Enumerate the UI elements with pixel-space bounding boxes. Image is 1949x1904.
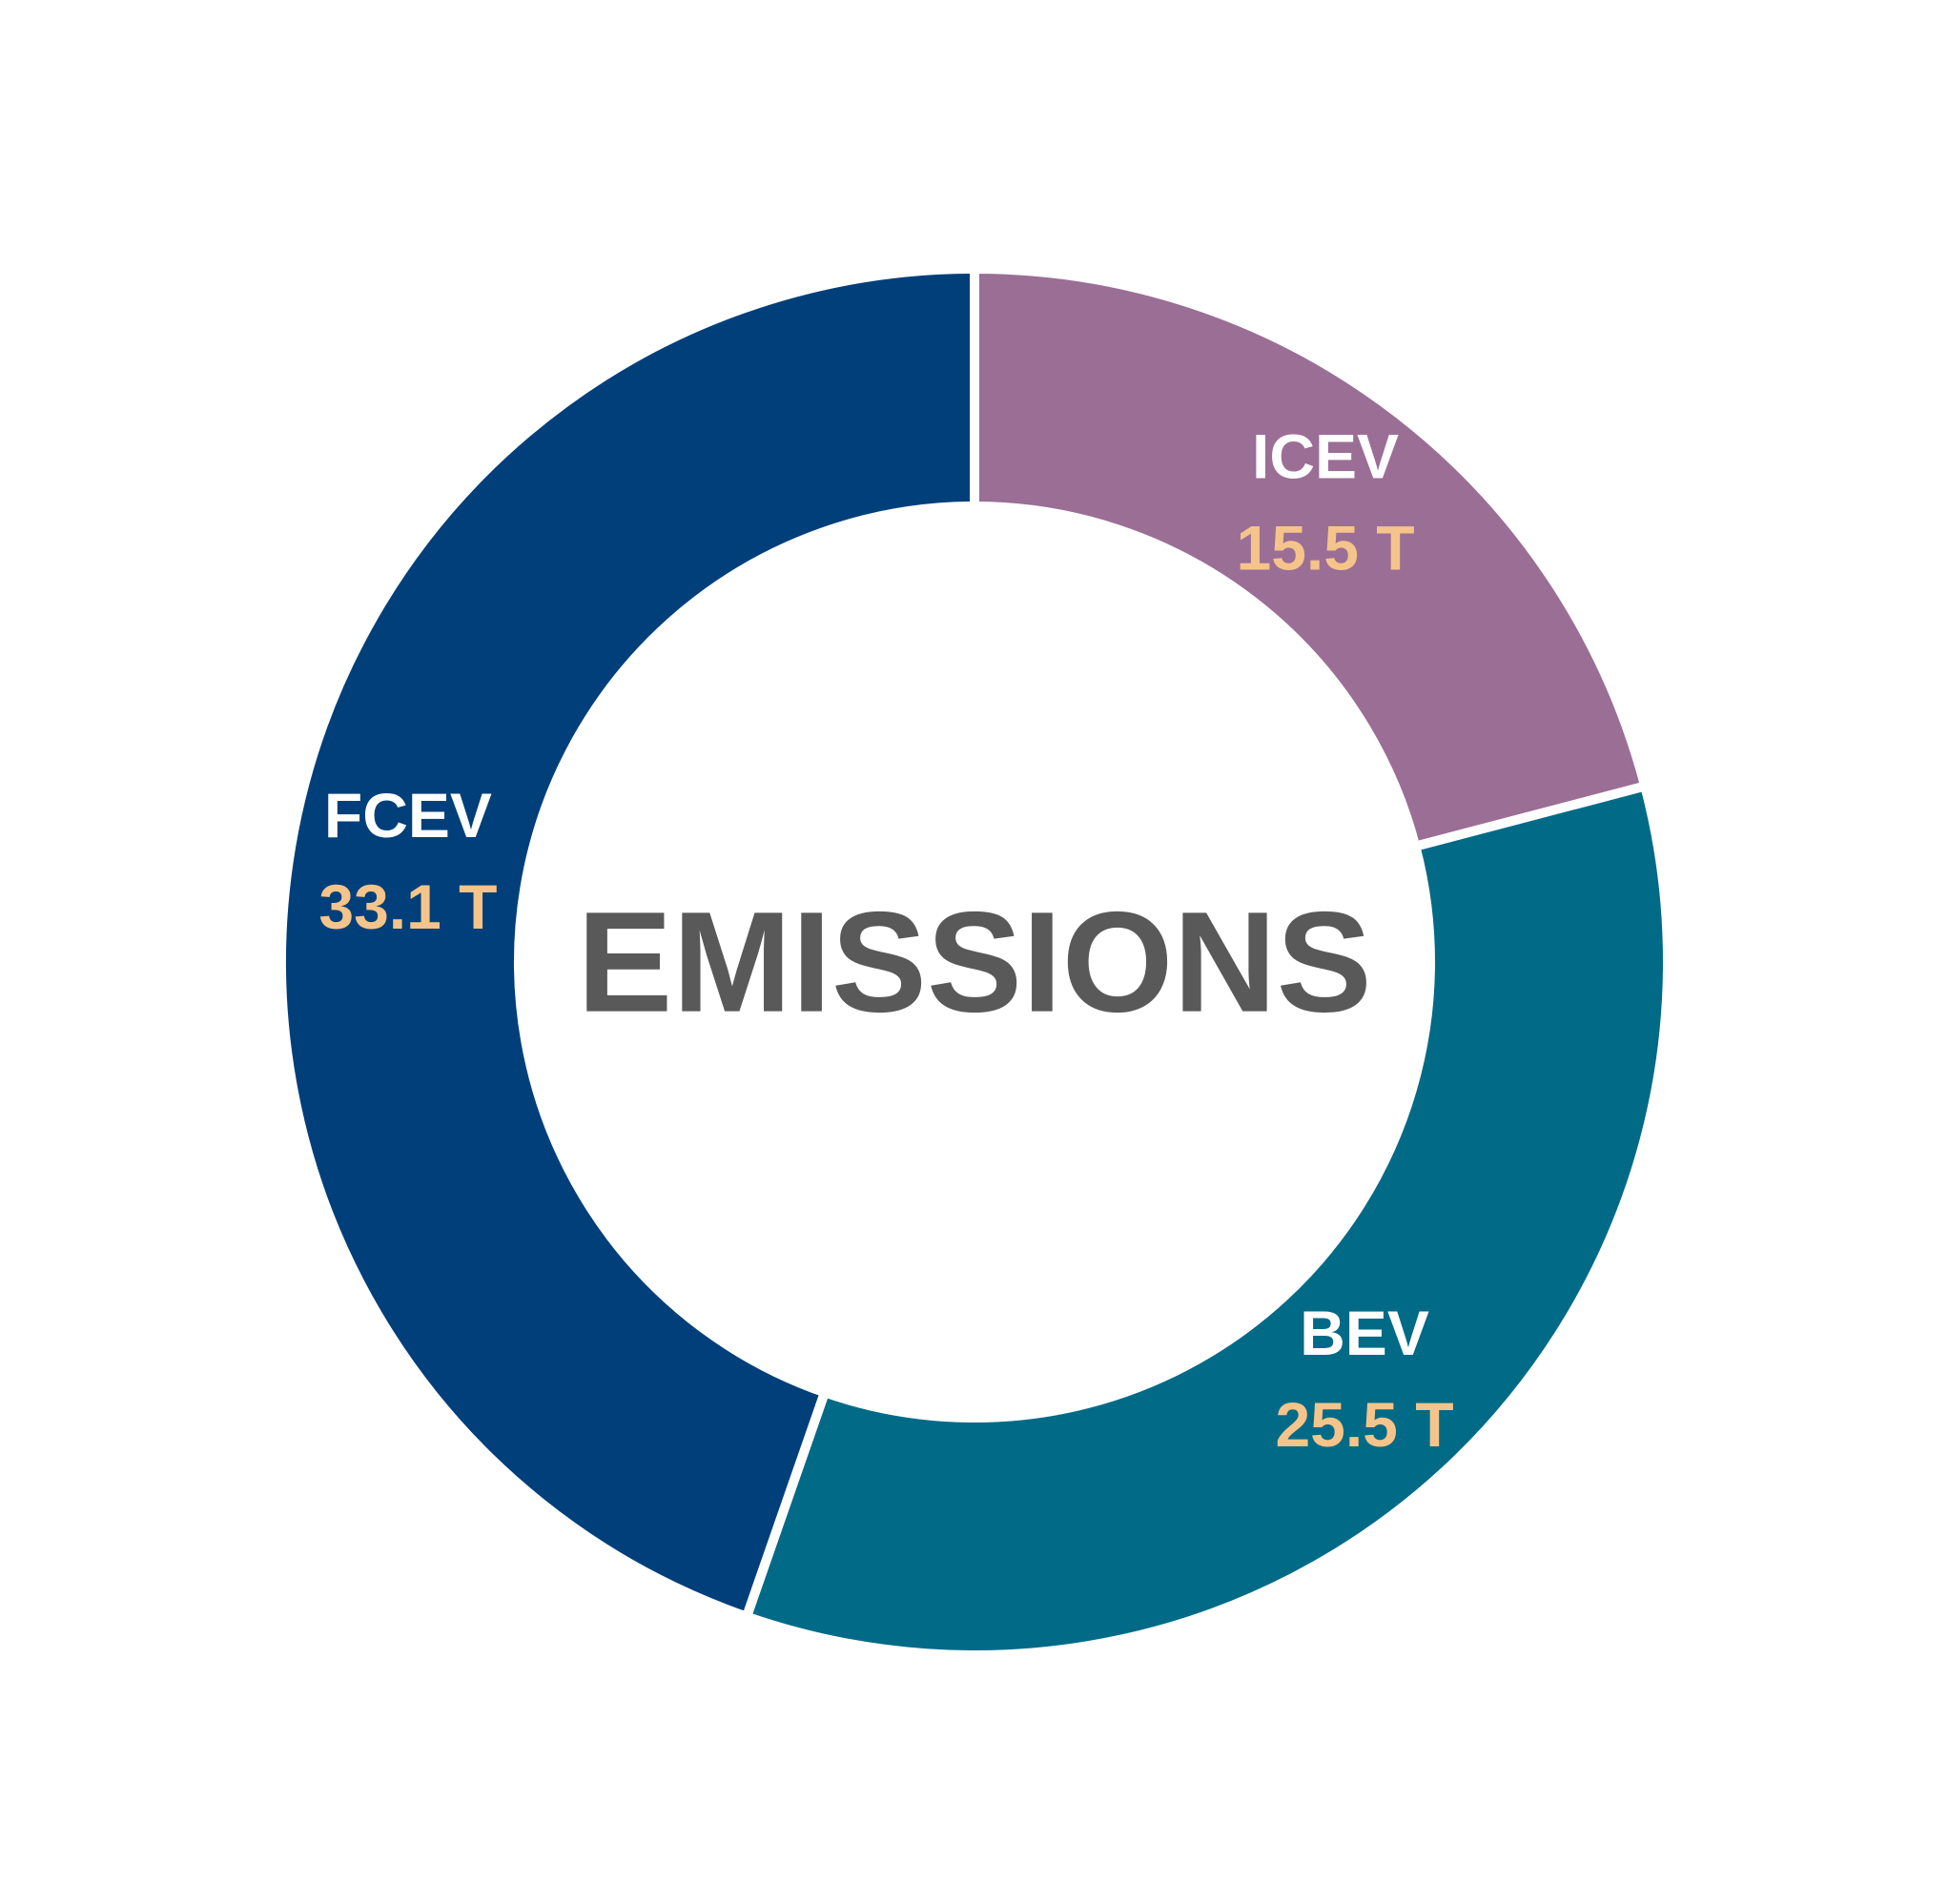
value-label: 25.5 T: [1275, 1389, 1453, 1460]
donut-segment: [970, 263, 1652, 852]
value-label: 15.5 T: [1236, 512, 1414, 583]
segment-label: FCEV: [324, 780, 492, 850]
value-label: 33.1 T: [318, 871, 497, 942]
segment-label: ICEV: [1252, 420, 1399, 491]
donut-segment: [740, 780, 1672, 1660]
segment-label: BEV: [1300, 1298, 1429, 1368]
chart-title: EMISSIONS: [577, 882, 1372, 1042]
donut-segment: [277, 263, 979, 1623]
